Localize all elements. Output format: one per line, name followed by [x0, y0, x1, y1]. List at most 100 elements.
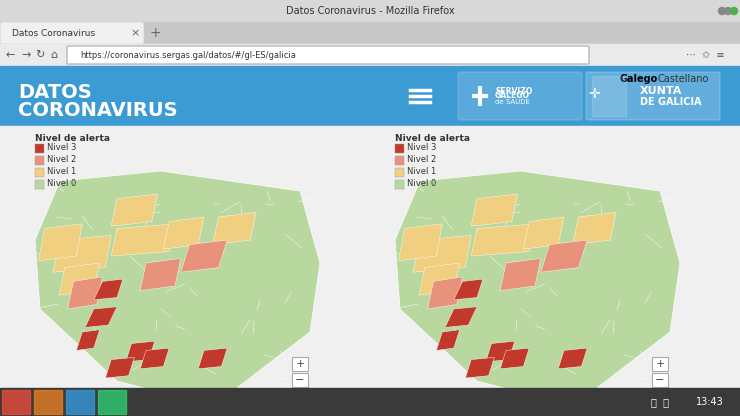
Text: ←: ← — [5, 50, 15, 60]
Polygon shape — [198, 348, 227, 369]
Polygon shape — [212, 213, 256, 245]
Polygon shape — [181, 240, 227, 272]
Bar — [35, 180, 44, 189]
Text: −: − — [656, 375, 665, 385]
Polygon shape — [105, 357, 135, 378]
Text: Nivel 1: Nivel 1 — [407, 168, 437, 176]
Text: Nivel 2: Nivel 2 — [407, 156, 437, 164]
Polygon shape — [523, 217, 564, 249]
Text: Nivel 0: Nivel 0 — [407, 179, 437, 188]
Bar — [0, 22, 740, 44]
Bar — [292, 373, 308, 387]
Bar — [395, 180, 404, 189]
Polygon shape — [38, 224, 82, 261]
Polygon shape — [500, 258, 541, 291]
Polygon shape — [558, 348, 588, 369]
Bar — [292, 357, 308, 371]
Text: Nivel de alerta: Nivel de alerta — [395, 134, 470, 143]
Text: CORONAVIRUS: CORONAVIRUS — [18, 101, 178, 119]
Polygon shape — [140, 348, 169, 369]
Bar — [652, 357, 668, 371]
Polygon shape — [471, 224, 535, 256]
Polygon shape — [67, 277, 103, 309]
Bar — [66, 390, 94, 414]
Text: ✛: ✛ — [588, 87, 600, 101]
Text: +: + — [656, 359, 665, 369]
Polygon shape — [500, 348, 529, 369]
Bar — [395, 144, 404, 153]
Bar — [0, 66, 740, 126]
Bar — [0, 126, 740, 416]
Circle shape — [719, 7, 725, 15]
Polygon shape — [94, 279, 123, 300]
Text: https://coronavirus.sergas.gal/datos/#/gl-ES/galicia: https://coronavirus.sergas.gal/datos/#/g… — [80, 50, 296, 59]
Polygon shape — [428, 277, 462, 309]
Polygon shape — [471, 194, 517, 226]
Text: Nivel 3: Nivel 3 — [407, 144, 437, 153]
Text: DE GALICIA: DE GALICIA — [640, 97, 702, 107]
Polygon shape — [541, 240, 588, 272]
Polygon shape — [437, 330, 460, 350]
Text: XUNTA: XUNTA — [640, 86, 682, 96]
Bar — [35, 156, 44, 165]
Polygon shape — [59, 263, 100, 295]
FancyBboxPatch shape — [458, 72, 582, 120]
Text: +: + — [149, 26, 161, 40]
Bar — [35, 168, 44, 177]
Polygon shape — [419, 263, 460, 295]
Polygon shape — [111, 194, 158, 226]
Text: Nivel de alerta: Nivel de alerta — [35, 134, 110, 143]
Bar — [0, 388, 740, 416]
Text: →: → — [21, 50, 30, 60]
Text: SERVIZO: SERVIZO — [495, 87, 532, 96]
Polygon shape — [140, 258, 181, 291]
Polygon shape — [111, 224, 175, 256]
Bar — [0, 44, 740, 66]
Polygon shape — [465, 357, 494, 378]
Text: Datos Coronavirus - Mozilla Firefox: Datos Coronavirus - Mozilla Firefox — [286, 6, 454, 16]
FancyBboxPatch shape — [586, 72, 720, 120]
Text: Nivel 3: Nivel 3 — [47, 144, 76, 153]
Bar — [395, 156, 404, 165]
Text: ×: × — [130, 28, 140, 38]
Text: Castellano: Castellano — [658, 74, 710, 84]
Text: +: + — [295, 359, 305, 369]
Polygon shape — [573, 213, 616, 245]
Polygon shape — [85, 307, 117, 327]
Text: GALEGO: GALEGO — [495, 92, 530, 101]
Polygon shape — [35, 171, 320, 396]
Text: 13:43: 13:43 — [696, 397, 724, 407]
Polygon shape — [126, 341, 155, 362]
Polygon shape — [164, 217, 204, 249]
Text: −: − — [295, 375, 305, 385]
Text: Nivel 0: Nivel 0 — [47, 179, 76, 188]
Polygon shape — [399, 224, 443, 261]
Polygon shape — [413, 235, 471, 272]
Text: Nivel 2: Nivel 2 — [47, 156, 76, 164]
Text: ↻: ↻ — [36, 50, 44, 60]
Bar — [34, 390, 62, 414]
Polygon shape — [53, 235, 111, 272]
Circle shape — [724, 7, 732, 15]
Text: ⌂: ⌂ — [50, 50, 58, 60]
Bar — [98, 390, 126, 414]
Polygon shape — [445, 307, 477, 327]
Text: DATOS: DATOS — [18, 82, 92, 102]
Text: ⋯  ✩  ≡: ⋯ ✩ ≡ — [686, 50, 724, 60]
Polygon shape — [485, 341, 515, 362]
Text: Nivel 1: Nivel 1 — [47, 168, 76, 176]
Bar — [395, 168, 404, 177]
Bar — [2, 390, 30, 414]
FancyBboxPatch shape — [1, 23, 143, 43]
FancyBboxPatch shape — [67, 46, 589, 64]
Circle shape — [730, 7, 738, 15]
Text: Galego: Galego — [620, 74, 659, 84]
Bar — [35, 144, 44, 153]
Text: 🔊  📶: 🔊 📶 — [651, 397, 669, 407]
Text: Datos Coronavirus: Datos Coronavirus — [12, 29, 95, 37]
Text: de SAÚDE: de SAÚDE — [495, 99, 530, 105]
Polygon shape — [76, 330, 100, 350]
Bar — [0, 0, 740, 22]
Bar — [592, 76, 626, 116]
Bar — [652, 373, 668, 387]
